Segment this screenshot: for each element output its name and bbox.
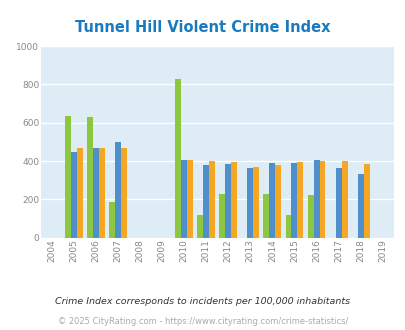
Bar xyxy=(175,79,181,238)
Bar xyxy=(297,162,303,238)
Bar xyxy=(187,159,192,238)
Bar xyxy=(263,194,269,238)
Bar xyxy=(87,117,93,238)
Bar xyxy=(115,142,121,238)
Bar xyxy=(269,163,275,238)
Bar xyxy=(253,167,259,238)
Bar xyxy=(341,161,347,238)
Bar xyxy=(98,148,104,238)
Bar xyxy=(231,162,237,238)
Bar xyxy=(285,214,291,238)
Bar xyxy=(219,194,225,238)
Bar xyxy=(181,159,187,238)
Bar xyxy=(93,148,98,238)
Bar xyxy=(313,160,319,238)
Bar xyxy=(109,202,115,238)
Bar xyxy=(357,175,363,238)
Bar xyxy=(197,214,202,238)
Bar xyxy=(225,164,231,238)
Bar xyxy=(319,161,325,238)
Bar xyxy=(65,116,70,238)
Text: Tunnel Hill Violent Crime Index: Tunnel Hill Violent Crime Index xyxy=(75,20,330,35)
Bar xyxy=(335,168,341,238)
Bar xyxy=(77,148,83,238)
Text: Crime Index corresponds to incidents per 100,000 inhabitants: Crime Index corresponds to incidents per… xyxy=(55,297,350,307)
Bar xyxy=(307,194,313,238)
Text: © 2025 CityRating.com - https://www.cityrating.com/crime-statistics/: © 2025 CityRating.com - https://www.city… xyxy=(58,317,347,326)
Bar xyxy=(70,152,77,238)
Bar xyxy=(363,164,369,238)
Bar xyxy=(202,165,209,238)
Bar xyxy=(121,148,126,238)
Bar xyxy=(275,165,281,238)
Bar xyxy=(209,161,215,238)
Bar xyxy=(247,168,253,238)
Bar xyxy=(291,163,297,238)
